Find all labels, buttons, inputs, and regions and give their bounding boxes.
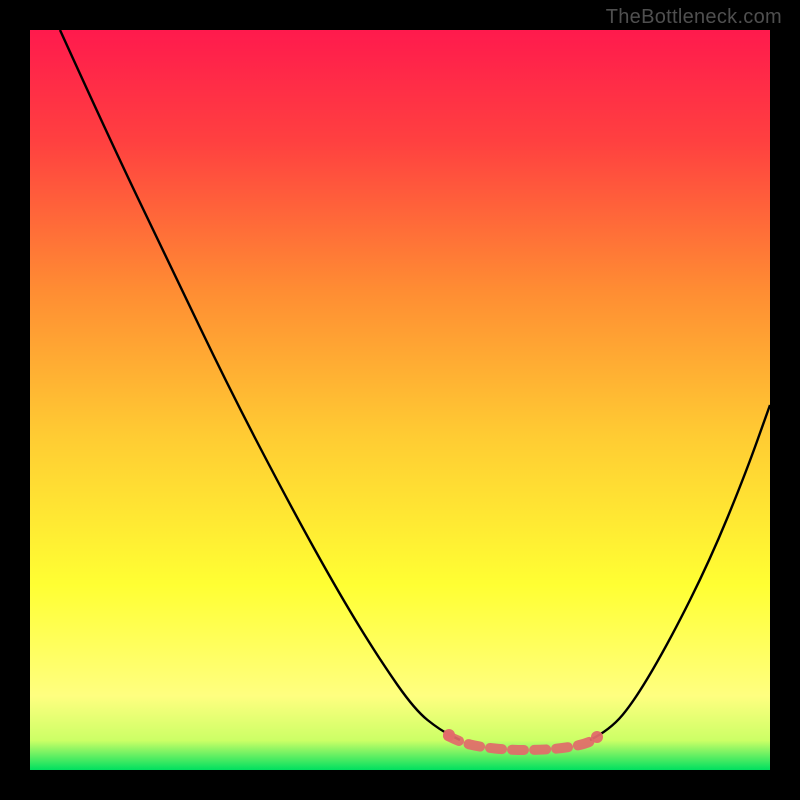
- watermark-text: TheBottleneck.com: [606, 6, 782, 29]
- chart-svg: [30, 30, 770, 770]
- curve-left-line: [60, 30, 460, 740]
- plot-area: [30, 30, 770, 770]
- flat-segment-line: [448, 736, 598, 750]
- end-dot: [443, 729, 455, 741]
- curve-right-line: [590, 405, 770, 740]
- end-dot: [591, 731, 603, 743]
